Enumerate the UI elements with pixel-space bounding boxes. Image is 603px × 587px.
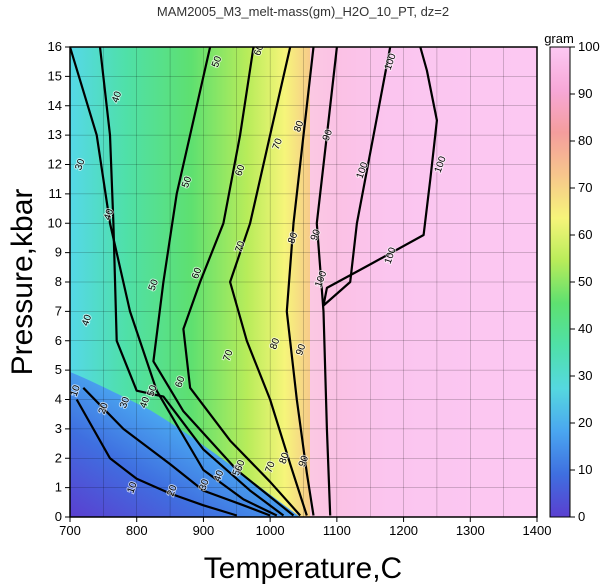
contour-lines — [70, 47, 438, 517]
y-tick-label: 8 — [55, 274, 62, 289]
y-tick-label: 15 — [48, 68, 62, 83]
contour-line-90 — [315, 47, 338, 516]
contour-label: 30 — [73, 157, 87, 172]
contour-label: 50 — [180, 175, 194, 190]
contour-line-10 — [75, 398, 238, 517]
colorbar-tick-label: 60 — [578, 227, 592, 242]
x-tick-label: 800 — [126, 523, 148, 538]
contour-label: 90 — [297, 454, 311, 469]
y-tick-label: 13 — [48, 127, 62, 142]
x-tick-label: 1400 — [523, 523, 552, 538]
contour-label: 70 — [234, 239, 248, 254]
contour-line-40 — [98, 47, 285, 517]
x-axis-ticks: 700 800 900 1000 1100 1200 1300 1400 — [59, 517, 551, 538]
x-tick-label: 900 — [193, 523, 215, 538]
y-tick-label: 12 — [48, 157, 62, 172]
contour-label: 60 — [252, 43, 266, 58]
contour-line-60 — [182, 47, 302, 517]
contour-line-30 — [70, 47, 278, 517]
contour-label: 20 — [165, 483, 179, 498]
contour-label: 60 — [234, 163, 248, 178]
y-tick-label: 7 — [55, 303, 62, 318]
contour-line-80 — [285, 47, 315, 516]
y-tick-label: 11 — [49, 186, 63, 201]
y-tick-label: 5 — [55, 362, 62, 377]
contour-label: 70 — [222, 348, 236, 363]
x-tick-label: 700 — [59, 523, 81, 538]
colorbar-tick-label: 10 — [578, 462, 592, 477]
contour-label: 30 — [118, 395, 132, 410]
colorbar-label: gram — [544, 31, 574, 46]
y-tick-label: 2 — [55, 450, 62, 465]
y-tick-label: 10 — [48, 215, 62, 230]
y-axis-label: Pressure,kbar — [6, 189, 39, 376]
contour-line-100 — [322, 47, 438, 307]
contour-label: 90 — [294, 342, 308, 357]
contour-line-70 — [229, 47, 308, 516]
y-tick-label: 6 — [55, 333, 62, 348]
contour-label: 80 — [268, 336, 282, 351]
colorbar-tick-label: 40 — [578, 321, 592, 336]
colorbar-tick-label: 100 — [578, 39, 600, 54]
contour-label: 30 — [197, 477, 211, 492]
contour-label: 20 — [97, 401, 111, 416]
chart-title: MAM2005_M3_melt-mass(gm)_H2O_10_PT, dz=2 — [157, 4, 449, 19]
contour-label: 70 — [264, 460, 278, 475]
colorbar-ticks: 0 10 20 30 40 50 60 70 80 90 100 — [570, 39, 600, 524]
contour-label: 70 — [271, 137, 285, 152]
y-tick-label: 14 — [48, 98, 62, 113]
contour-line-50 — [152, 47, 295, 517]
contour-label: 40 — [212, 469, 226, 484]
x-tick-label: 1100 — [323, 523, 351, 538]
contour-label: 60 — [234, 458, 248, 473]
contour-label: 50 — [145, 383, 159, 398]
contour-label: 40 — [102, 207, 116, 222]
y-tick-label: 3 — [55, 421, 62, 436]
x-axis-label: Temperature,C — [204, 552, 402, 585]
colorbar — [549, 46, 571, 518]
colorbar-tick-label: 90 — [578, 86, 592, 101]
x-tick-label: 1200 — [389, 523, 418, 538]
colorbar-tick-label: 50 — [578, 274, 592, 289]
colorbar-tick-label: 80 — [578, 133, 592, 148]
y-tick-label: 9 — [55, 245, 62, 260]
contour-label: 60 — [173, 375, 187, 390]
low-melt-region — [70, 372, 300, 517]
y-tick-label: 16 — [48, 39, 62, 54]
contour-label: 80 — [278, 451, 292, 466]
colorbar-tick-label: 70 — [578, 180, 592, 195]
colorbar-tick-label: 0 — [578, 509, 585, 524]
contour-label: 10 — [125, 480, 139, 495]
contour-label: 60 — [190, 266, 204, 281]
contour-label: 90 — [309, 228, 323, 243]
contour-label: 40 — [138, 395, 152, 410]
y-tick-label: 0 — [55, 509, 62, 524]
x-tick-label: 1300 — [456, 523, 485, 538]
colorbar-tick-label: 20 — [578, 415, 592, 430]
contour-label: 40 — [80, 313, 94, 328]
y-tick-label: 4 — [55, 392, 62, 407]
contour-label: 90 — [321, 128, 335, 143]
y-tick-label: 1 — [55, 480, 62, 495]
contour-line-20 — [82, 387, 271, 517]
contour-label: 80 — [292, 119, 306, 134]
colorbar-tick-label: 30 — [578, 368, 592, 383]
contour-label: 50 — [210, 54, 224, 69]
contour-label: 40 — [110, 90, 124, 105]
high-melt-region — [310, 47, 537, 517]
x-tick-label: 1000 — [256, 523, 285, 538]
contour-label: 50 — [231, 463, 245, 478]
contour-label: 80 — [286, 231, 300, 246]
contour-label: 50 — [147, 278, 161, 293]
plot-area: 3040404050505060606070707080808090909010… — [70, 43, 537, 517]
